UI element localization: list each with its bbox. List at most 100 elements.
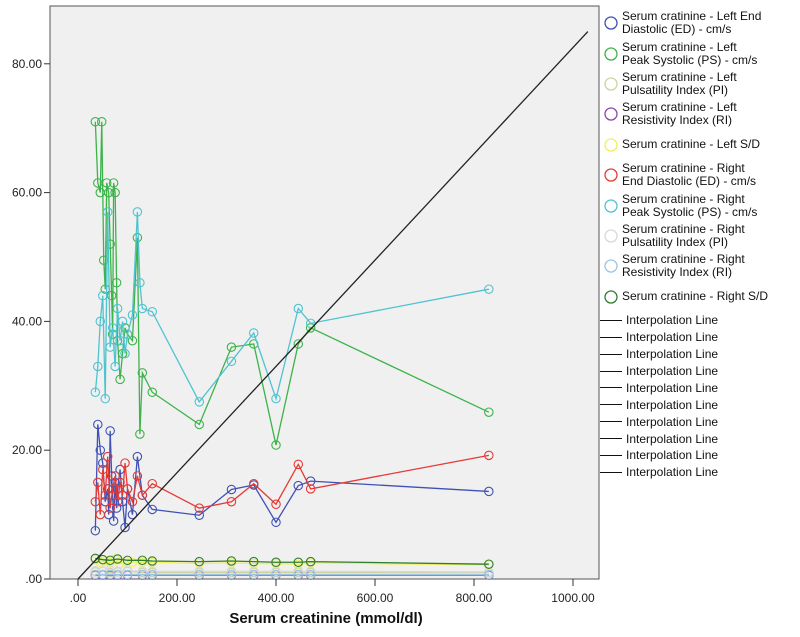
- circle-marker-icon: [600, 167, 622, 183]
- data-point: [305, 556, 316, 567]
- data-point: [102, 207, 113, 217]
- data-point: [484, 559, 494, 569]
- circle-marker-icon: [600, 258, 622, 274]
- x-tick-label: 400.00: [258, 591, 295, 605]
- data-point: [484, 284, 494, 294]
- data-point: [147, 387, 158, 397]
- data-point: [484, 567, 494, 577]
- x-tick-label: .00: [70, 591, 87, 605]
- legend-item: Serum cratinine - Left End Diastolic (ED)…: [600, 8, 800, 38]
- data-point: [115, 477, 125, 488]
- data-point: [90, 569, 101, 580]
- data-point: [108, 516, 119, 526]
- legend-line-item: Interpolation Line: [600, 329, 800, 346]
- data-point: [117, 316, 128, 327]
- data-point: [226, 356, 237, 367]
- data-point: [293, 480, 304, 491]
- legend-label: Interpolation Line: [626, 397, 719, 412]
- data-point: [98, 464, 108, 475]
- legend-label: Serum cratinine - Left Peak Systolic (PS)…: [622, 39, 758, 67]
- data-point: [115, 374, 125, 385]
- data-point: [137, 569, 148, 580]
- data-point: [122, 329, 133, 340]
- data-point: [248, 556, 259, 567]
- legend: Serum cratinine - Left End Diastolic (ED)…: [600, 8, 800, 481]
- legend-line-item: Interpolation Line: [600, 379, 800, 396]
- legend-item: Serum cratinine - Left Peak Systolic (PS)…: [600, 38, 800, 68]
- data-point: [127, 557, 138, 568]
- data-point: [147, 569, 158, 580]
- y-tick-label: .00: [25, 572, 42, 586]
- data-point: [248, 478, 259, 489]
- data-point: [194, 503, 205, 513]
- x-axis-title: Serum creatinine (mmol/dl): [229, 610, 422, 627]
- circle-marker-icon: [600, 228, 622, 244]
- legend-label: Serum cratinine - Right Peak Systolic (PS…: [622, 191, 758, 219]
- line-marker-icon: [600, 404, 622, 406]
- x-tick-label: 1000.00: [551, 591, 595, 605]
- data-point: [90, 117, 101, 127]
- legend-item: Serum cratinine - Right End Diastolic (ED…: [600, 160, 800, 190]
- data-point: [132, 232, 143, 243]
- legend-line-item: Interpolation Line: [600, 312, 800, 329]
- line-marker-icon: [600, 387, 622, 389]
- data-point: [112, 496, 123, 507]
- data-point: [100, 393, 110, 404]
- data-point: [95, 509, 106, 520]
- data-point: [293, 303, 304, 314]
- data-point: [226, 566, 237, 577]
- series-5: [90, 450, 494, 520]
- legend-label: Serum cratinine - Right Resistivity Index…: [622, 252, 745, 280]
- data-point: [98, 290, 108, 301]
- legend-label: Serum cratinine - Right End Diastolic (ED…: [622, 161, 757, 189]
- data-point: [110, 187, 120, 198]
- data-point: [305, 566, 316, 577]
- data-point: [271, 566, 281, 577]
- plot-background: [49, 5, 600, 580]
- data-point: [293, 459, 304, 470]
- data-point: [105, 342, 115, 352]
- line-marker-icon: [600, 438, 622, 440]
- data-point: [484, 486, 494, 497]
- legend-line-list: Interpolation Line Interpolation Line Inte…: [600, 312, 800, 481]
- legend-label: Interpolation Line: [626, 330, 719, 345]
- data-point: [293, 566, 304, 577]
- legend-label: Serum cratinine - Right Pulsatility Index…: [622, 221, 745, 249]
- series-6: [90, 207, 494, 407]
- data-point: [194, 556, 205, 567]
- x-tick-label: 800.00: [456, 591, 493, 605]
- data-point: [132, 451, 143, 462]
- data-point: [102, 484, 113, 494]
- interpolation-reference-line: [77, 31, 589, 580]
- line-marker-icon: [600, 370, 622, 372]
- data-point: [105, 426, 115, 436]
- data-point: [115, 335, 125, 346]
- x-tick-label: 600.00: [357, 591, 394, 605]
- circle-marker-icon: [600, 289, 622, 305]
- series-8: [90, 569, 494, 580]
- data-point: [305, 484, 316, 494]
- data-point: [107, 323, 118, 333]
- data-point: [127, 509, 138, 520]
- data-point: [100, 490, 110, 501]
- data-point: [484, 569, 494, 580]
- data-point: [127, 335, 138, 346]
- data-point: [93, 477, 103, 488]
- legend-item: Serum cratinine - Left S/D: [600, 130, 800, 160]
- data-point: [305, 318, 316, 329]
- y-tick-label: 80.00: [12, 57, 42, 71]
- data-point: [93, 419, 103, 430]
- data-point: [93, 361, 103, 372]
- legend-label: Interpolation Line: [626, 313, 719, 328]
- data-point: [137, 490, 148, 501]
- data-point: [102, 451, 113, 462]
- series-line: [94, 454, 489, 515]
- data-point: [97, 117, 107, 127]
- data-point: [95, 445, 106, 455]
- legend-line-item: Interpolation Line: [600, 363, 800, 380]
- legend-item: Serum cratinine - Right Pulsatility Index…: [600, 221, 800, 251]
- legend-line-item: Interpolation Line: [600, 396, 800, 413]
- data-point: [293, 557, 304, 568]
- data-point: [117, 348, 128, 359]
- data-point: [135, 429, 145, 439]
